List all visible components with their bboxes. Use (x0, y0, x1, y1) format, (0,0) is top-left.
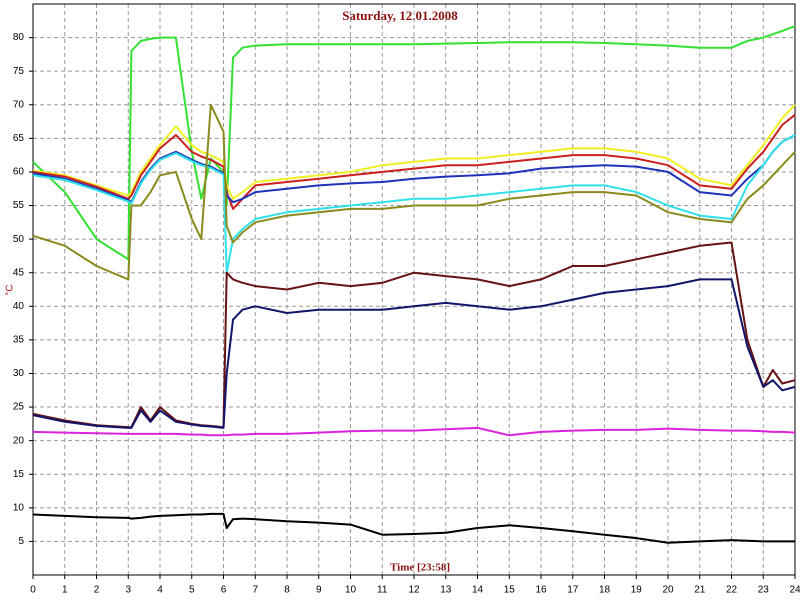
y-tick-label: 80 (13, 32, 25, 43)
series-line (32, 134, 796, 274)
y-tick-label: 65 (13, 133, 25, 144)
x-tick-label: 19 (631, 585, 643, 596)
y-tick-label: 55 (13, 200, 25, 211)
x-tick-label: 15 (504, 585, 516, 596)
x-tick-label: 18 (599, 585, 611, 596)
x-tick-label: 0 (30, 585, 36, 596)
x-tick-label: 3 (125, 585, 131, 596)
x-tick-label: 22 (726, 585, 738, 596)
series-line (32, 426, 796, 437)
series-line (32, 104, 796, 200)
x-tick-label: 10 (345, 585, 357, 596)
x-tick-label: 12 (408, 585, 420, 596)
x-tick-label: 21 (694, 585, 706, 596)
x-tick-label: 14 (472, 585, 484, 596)
x-tick-label: 7 (252, 585, 258, 596)
y-axis-label: °C (5, 284, 16, 295)
y-tick-label: 50 (13, 234, 25, 245)
y-tick-label: 30 (13, 368, 25, 379)
y-tick-label: 75 (13, 66, 25, 77)
x-tick-label: 23 (758, 585, 770, 596)
y-tick-label: 45 (13, 267, 25, 278)
y-tick-label: 5 (18, 536, 24, 547)
x-tick-label: 4 (157, 585, 163, 596)
x-tick-label: 6 (221, 585, 227, 596)
y-tick-label: 60 (13, 167, 25, 178)
y-tick-label: 40 (13, 301, 25, 312)
x-tick-label: 11 (377, 585, 388, 596)
series-line (32, 512, 795, 544)
y-tick-label: 70 (13, 99, 25, 110)
x-tick-label: 8 (284, 585, 290, 596)
y-tick-label: 10 (13, 502, 25, 513)
series-line (32, 114, 796, 210)
x-tick-label: 16 (535, 585, 547, 596)
x-tick-label: 24 (789, 585, 800, 596)
chart-title: Saturday, 12.01.2008 (342, 8, 458, 23)
series-line (32, 278, 796, 429)
series-line (32, 103, 796, 281)
x-tick-label: 2 (94, 585, 100, 596)
plot-frame (32, 3, 796, 576)
x-axis-label: Time [23:58] (390, 562, 450, 574)
y-tick-label: 25 (13, 402, 25, 413)
y-tick-label: 15 (13, 469, 25, 480)
x-tick-label: 20 (662, 585, 674, 596)
series-line (32, 25, 796, 261)
x-tick-label: 1 (62, 585, 68, 596)
y-tick-label: 35 (13, 335, 25, 346)
x-tick-label: 17 (567, 585, 579, 596)
x-tick-label: 5 (189, 585, 195, 596)
y-tick-label: 20 (13, 435, 25, 446)
x-tick-label: 9 (316, 585, 322, 596)
x-tick-label: 13 (440, 585, 452, 596)
